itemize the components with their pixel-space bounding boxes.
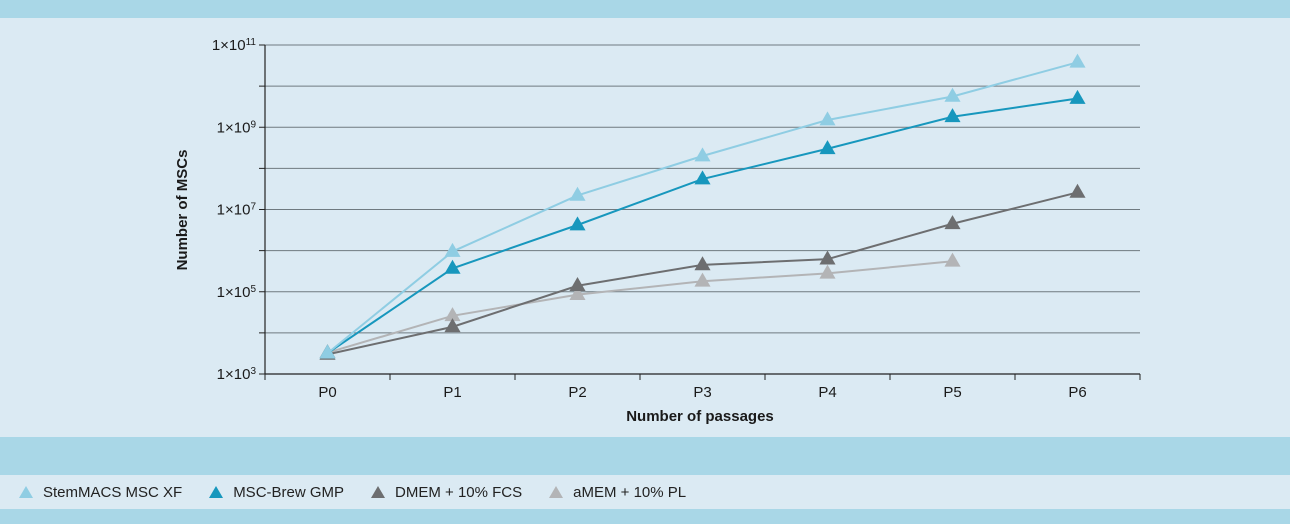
data-point [944,215,961,230]
y-axis-label: Number of MSCs [174,150,191,271]
x-tick-label: P2 [568,384,586,401]
legend-label: DMEM + 10% FCS [395,483,523,501]
series-line [326,61,1078,355]
x-tick-label: P4 [818,384,836,401]
series-dmem-10-fcs [319,183,1086,360]
x-tick-label: P3 [693,384,711,401]
series-amem-10-pl [319,252,961,358]
data-point [319,344,336,359]
legend-item: aMEM + 10% PL [548,484,686,501]
data-point [694,256,711,271]
series-group [319,53,1086,360]
data-point [694,147,711,162]
x-tick-label: P1 [443,384,461,401]
top-band [0,0,1290,18]
data-point [1069,183,1086,198]
data-point [569,216,586,231]
middle-band [0,437,1290,475]
axes [259,44,1141,380]
legend-item: MSC-Brew GMP [208,484,344,501]
y-tick-label: 1×1011 [212,37,257,55]
series-line [327,260,953,354]
data-point [694,170,711,185]
data-point [944,87,961,102]
data-point [819,111,836,126]
legend-label: MSC-Brew GMP [233,483,345,501]
data-point [944,108,961,123]
legend-triangle-icon [19,486,33,498]
x-tick-labels: P0 P1 P2 P3 P4 P5 P6 [318,384,1086,401]
series-line [326,97,1078,355]
x-axis-label: Number of passages [626,408,774,425]
legend-label: StemMACS MSC XF [43,483,183,501]
data-point [694,272,711,287]
data-point [944,252,961,267]
series-stemmacs-msc-xf [319,53,1086,359]
y-tick-label: 1×105 [217,283,257,301]
bottom-band [0,509,1290,524]
data-point [1069,53,1086,68]
legend-triangle-icon [209,486,224,498]
data-point [1069,89,1086,104]
y-tick-label: 1×103 [217,366,257,384]
x-tick-label: P6 [1068,384,1086,401]
legend-triangle-icon [371,486,386,498]
legend: StemMACS MSC XF MSC-Brew GMP DMEM + 10% FC… [0,475,1290,509]
y-tick-labels: 1×103 1×105 1×107 1×109 1×1011 [212,37,257,384]
series-msc-brew-gmp [319,89,1086,359]
data-point [819,250,836,265]
legend-item: DMEM + 10% FCS [370,484,522,501]
y-tick-label: 1×107 [217,201,257,219]
x-tick-label: P0 [318,384,336,401]
data-point [569,277,586,292]
data-point [444,318,461,333]
data-point [569,186,586,201]
data-point [819,140,836,155]
grid-lines [265,44,1140,334]
data-point [444,307,461,322]
data-point [444,259,461,274]
y-tick-label: 1×109 [217,119,257,137]
data-point [444,242,461,257]
data-point [819,264,836,279]
legend-label: aMEM + 10% PL [573,483,687,501]
data-point [569,285,586,300]
legend-item: StemMACS MSC XF [18,484,182,501]
legend-triangle-icon [549,486,564,498]
x-tick-label: P5 [943,384,961,401]
